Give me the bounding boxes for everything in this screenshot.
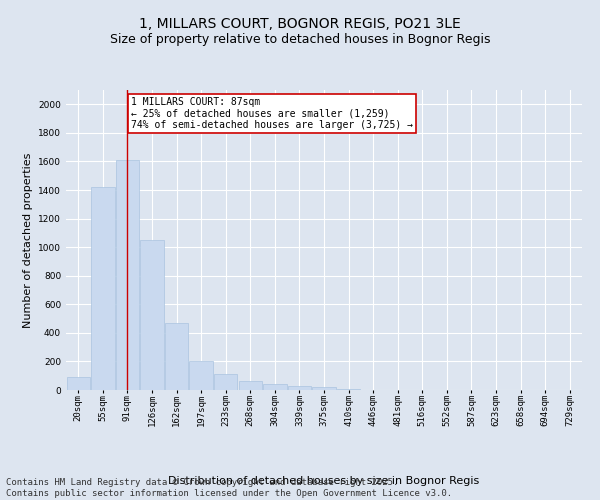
Text: 1 MILLARS COURT: 87sqm
← 25% of detached houses are smaller (1,259)
74% of semi-: 1 MILLARS COURT: 87sqm ← 25% of detached… [131, 97, 413, 130]
X-axis label: Distribution of detached houses by size in Bognor Regis: Distribution of detached houses by size … [169, 476, 479, 486]
Bar [190, 362, 213, 390]
Bar [116, 160, 139, 390]
Bar [67, 377, 90, 390]
Text: 1, MILLARS COURT, BOGNOR REGIS, PO21 3LE: 1, MILLARS COURT, BOGNOR REGIS, PO21 3LE [139, 18, 461, 32]
Bar [313, 388, 335, 390]
Bar [214, 374, 238, 390]
Text: Size of property relative to detached houses in Bognor Regis: Size of property relative to detached ho… [110, 32, 490, 46]
Bar [288, 386, 311, 390]
Y-axis label: Number of detached properties: Number of detached properties [23, 152, 32, 328]
Bar [91, 187, 115, 390]
Bar [140, 240, 164, 390]
Bar [239, 382, 262, 390]
Bar [263, 384, 287, 390]
Bar [165, 323, 188, 390]
Text: Contains HM Land Registry data © Crown copyright and database right 2025.
Contai: Contains HM Land Registry data © Crown c… [6, 478, 452, 498]
